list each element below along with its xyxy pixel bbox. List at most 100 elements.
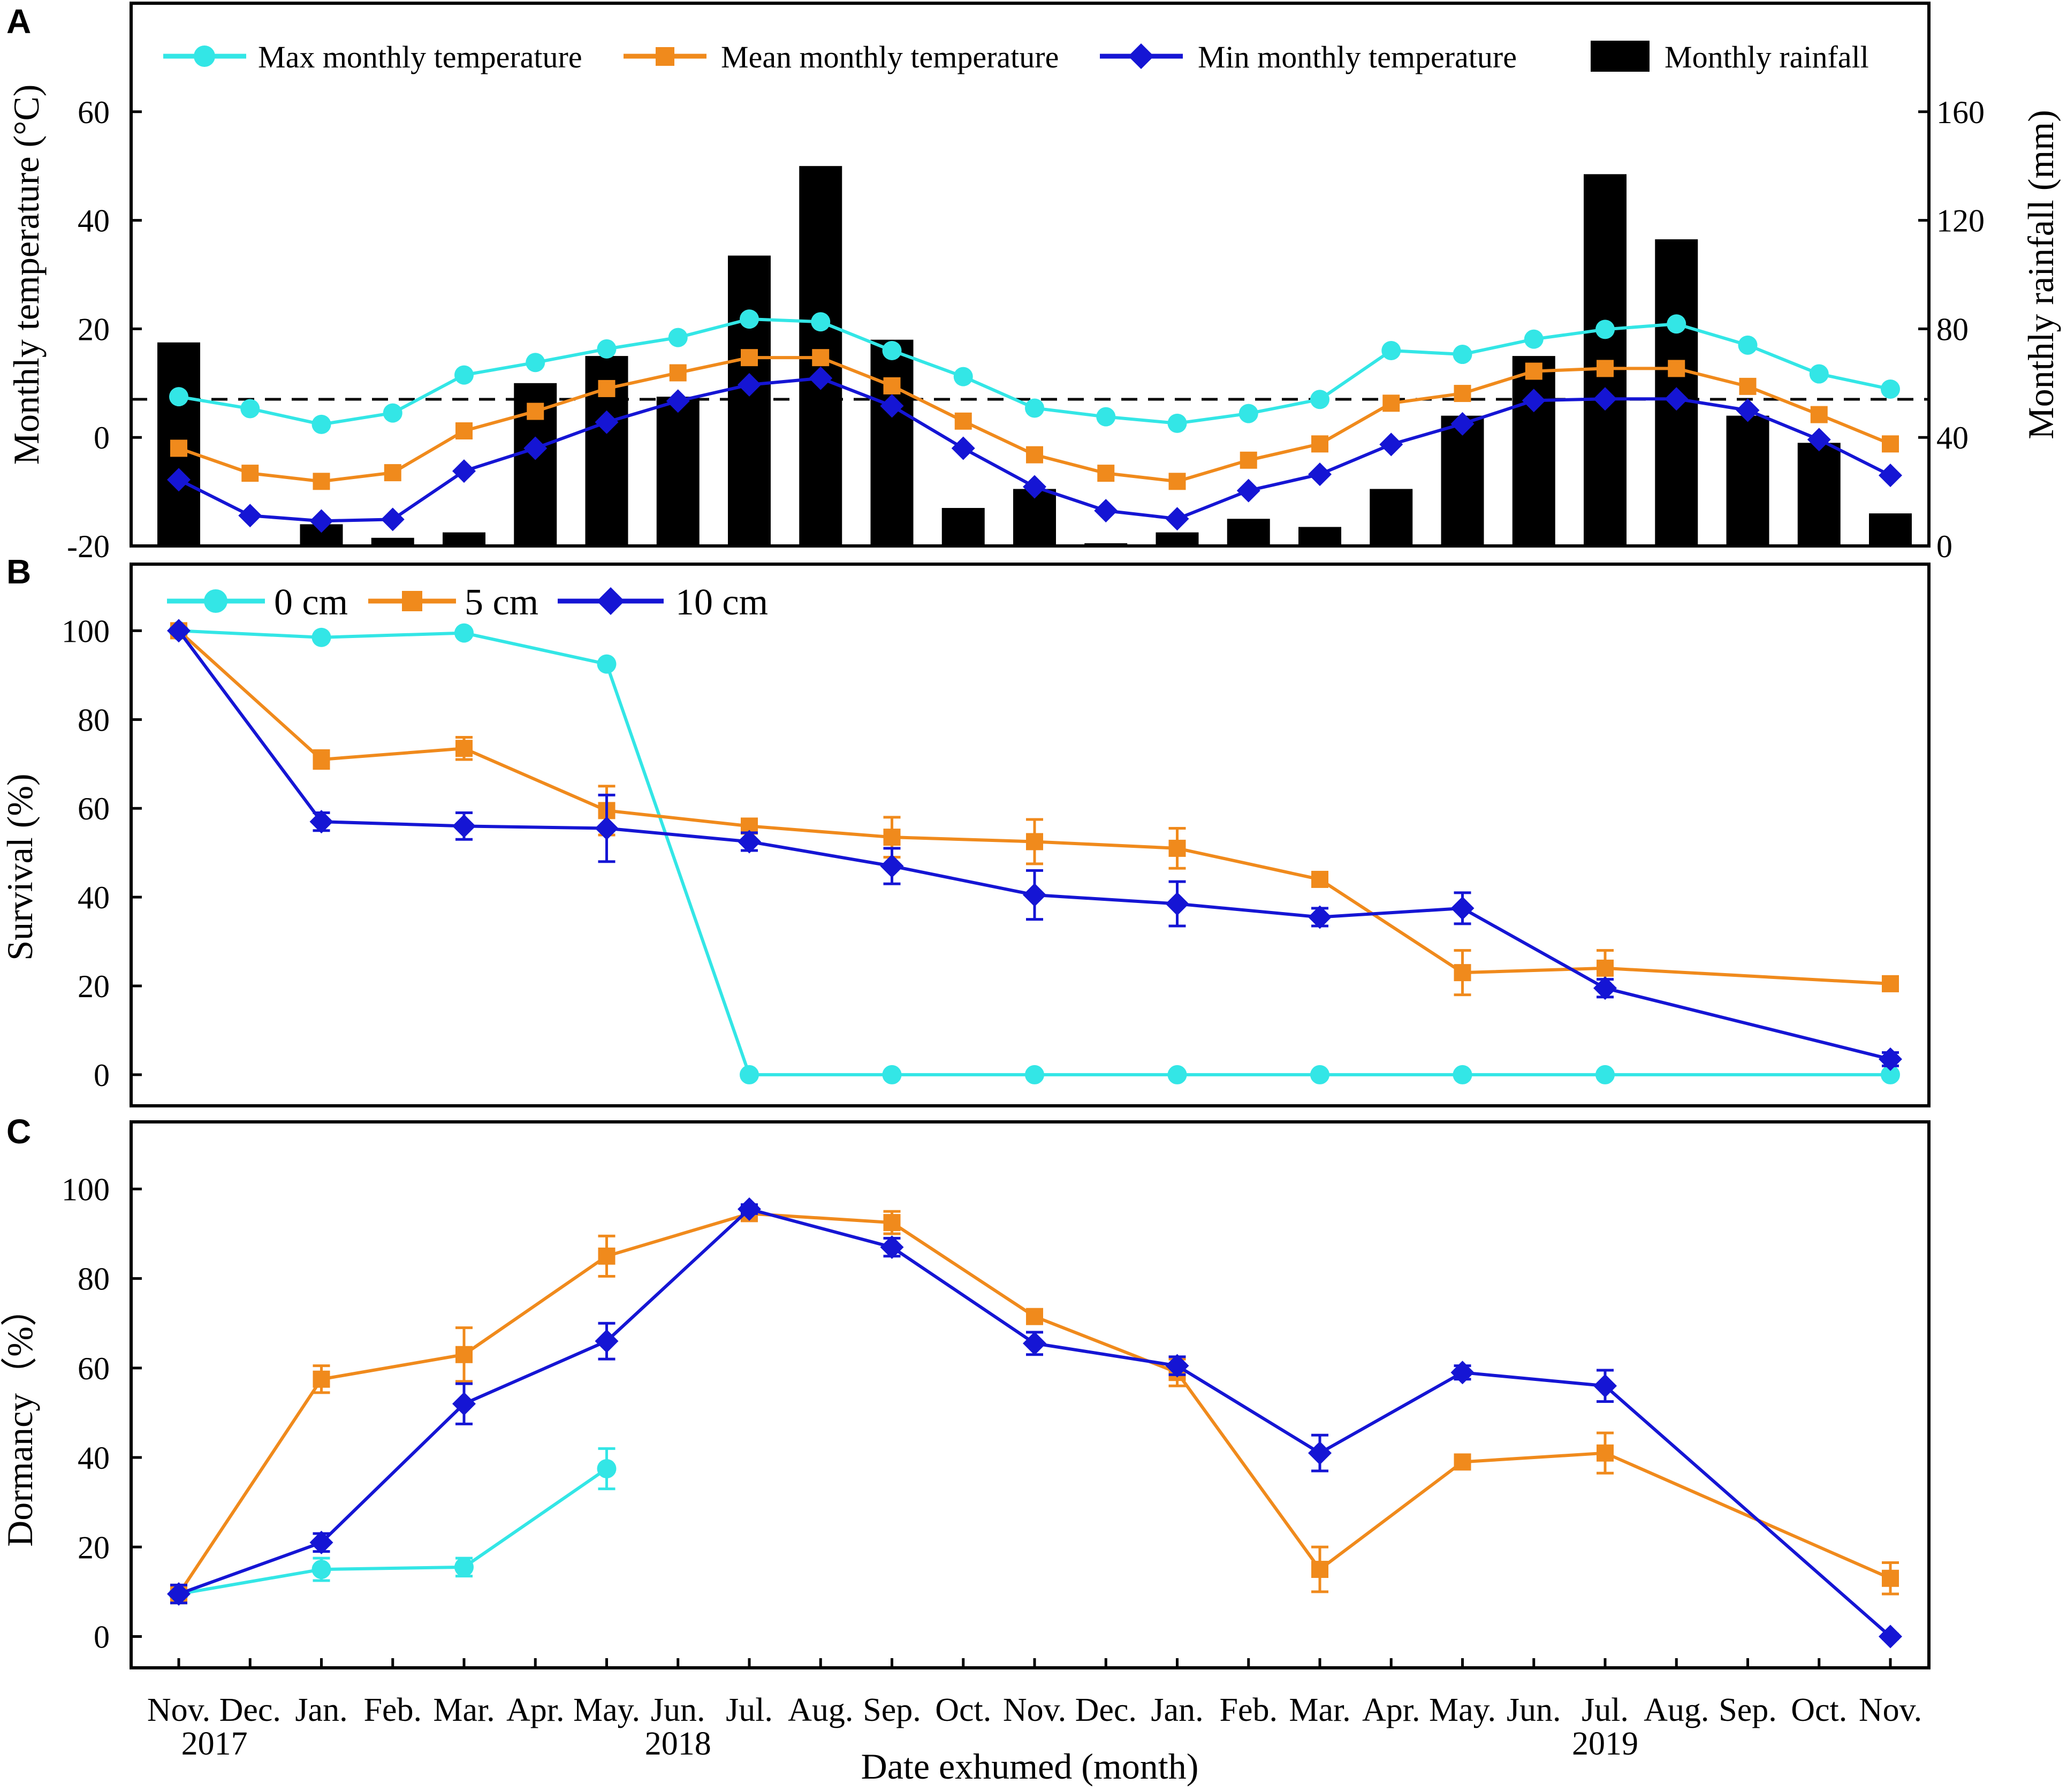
x-axis-month-labels: Nov. Dec. Jan. Feb. Mar. Apr. May. Jun. Jul. Aug.… — [147, 1658, 1922, 1728]
mean-temp-marker — [313, 473, 330, 490]
max-temp-marker — [311, 414, 331, 434]
min-temp-marker — [595, 410, 619, 434]
mean-temp-marker — [1240, 451, 1257, 469]
legend-mean-temp-marker — [656, 47, 674, 66]
survival-0cm-marker — [1453, 1065, 1472, 1084]
survival-10cm-marker — [1593, 976, 1617, 1000]
survival-y-tick-label: 40 — [78, 880, 110, 915]
legend-item-rainfall: Monthly rainfall — [1591, 40, 1869, 74]
panel-b-letter: B — [6, 552, 31, 591]
legend-10cm-label: 10 cm — [675, 582, 768, 623]
max-temp-marker — [1595, 320, 1615, 339]
min-temp-marker — [1807, 428, 1831, 452]
x-axis-title: Date exhumed (month) — [861, 1746, 1199, 1787]
legend-0cm-label: 0 cm — [274, 582, 348, 623]
min-temp-marker — [1308, 462, 1332, 487]
legend-rainfall-label: Monthly rainfall — [1665, 40, 1869, 74]
max-temp-marker — [1025, 398, 1044, 418]
left-y-tick-label: 20 — [78, 312, 110, 347]
survival-10cm-marker — [880, 854, 904, 878]
rainfall-bar — [1869, 513, 1912, 546]
x-month-label: Apr. — [1362, 1692, 1420, 1728]
dormancy-10cm-marker — [738, 1197, 761, 1221]
max-temp-marker — [1310, 390, 1329, 409]
survival-5cm-marker — [1597, 959, 1614, 977]
survival-0cm-marker — [1595, 1065, 1615, 1084]
mean-temp-marker — [1454, 385, 1471, 403]
mean-temp-marker — [241, 465, 259, 482]
min-temp-marker — [1236, 479, 1260, 503]
max-temp-marker — [526, 353, 545, 373]
right-y-tick-label: 40 — [1936, 420, 1969, 455]
dormancy-y-tick-label: 0 — [94, 1619, 110, 1654]
survival-5cm-marker — [1882, 975, 1899, 992]
rainfall-bar — [1726, 415, 1769, 546]
right-y-tick-label: 160 — [1936, 95, 1985, 130]
legend-mean-temp-label: Mean monthly temperature — [721, 40, 1059, 74]
survival-5cm-marker — [1454, 964, 1471, 982]
min-temp-marker — [309, 509, 333, 533]
max-temp-marker — [1096, 407, 1116, 427]
max-temp-marker — [383, 403, 402, 423]
legend-item-10cm: 10 cm — [558, 582, 768, 623]
rainfall-bar — [1370, 489, 1413, 546]
min-temp-marker — [1665, 387, 1689, 411]
survival-0cm-marker — [882, 1065, 902, 1084]
min-temp-marker — [1522, 389, 1546, 413]
rainfall-bar — [870, 339, 914, 546]
x-month-label: Dec. — [219, 1692, 281, 1728]
survival-10cm-marker — [1450, 896, 1475, 920]
rainfall-bars — [157, 166, 1912, 546]
dormancy-10cm-marker — [309, 1530, 333, 1554]
x-month-label: Aug. — [788, 1692, 853, 1728]
survival-10cm-marker — [1879, 1047, 1902, 1071]
x-month-label: Jun. — [1507, 1692, 1561, 1728]
max-temp-marker — [454, 365, 474, 385]
x-month-label: Dec. — [1075, 1692, 1137, 1728]
mean-temp-marker — [455, 422, 473, 440]
survival-10cm-marker — [1308, 905, 1332, 929]
dormancy-y-tick-label: 40 — [78, 1440, 110, 1476]
x-month-label: Jul. — [1582, 1692, 1629, 1728]
min-temp-marker — [238, 504, 262, 528]
legend-10cm-marker — [597, 587, 625, 615]
x-year-label: 2019 — [1572, 1726, 1638, 1762]
survival-5cm-marker — [313, 750, 330, 768]
x-year-label: 2017 — [181, 1726, 248, 1762]
legend-item-5cm: 5 cm — [368, 582, 538, 623]
dormancy-10cm-marker — [1308, 1441, 1332, 1465]
survival-5cm-marker — [1026, 833, 1043, 851]
left-y-tick-label: 40 — [78, 203, 110, 239]
max-temp-marker — [811, 312, 831, 332]
legend-max-temp-marker — [194, 45, 215, 67]
survival-y-tick-label: 0 — [94, 1058, 110, 1093]
x-month-label: Feb. — [364, 1692, 422, 1728]
min-temp-marker — [880, 394, 904, 418]
panel-a-left-axis-title: Monthly temperature (°C) — [6, 85, 47, 465]
max-temp-marker — [1524, 329, 1544, 349]
left-y-tick-label: 60 — [78, 95, 110, 130]
panel-b-legend: 0 cm 5 cm 10 cm — [167, 582, 768, 623]
max-temp-marker — [1667, 314, 1686, 334]
survival-10cm-marker — [595, 816, 619, 840]
mean-temp-marker — [1168, 473, 1186, 490]
min-temp-marker — [666, 389, 690, 413]
mean-temp-marker — [1882, 435, 1899, 453]
x-month-label: Oct. — [935, 1692, 991, 1728]
x-month-label: Nov. — [1003, 1692, 1066, 1728]
legend-min-temp-label: Min monthly temperature — [1198, 40, 1517, 74]
panel-a-right-axis-title: Monthly rainfall (mm) — [2020, 110, 2061, 439]
rainfall-bar — [1298, 527, 1341, 546]
survival-0cm-marker — [454, 623, 474, 643]
legend-0cm-marker — [204, 589, 227, 613]
mean-temp-marker — [1382, 394, 1400, 412]
legend-item-max-temp: Max monthly temperature — [163, 40, 582, 74]
dormancy-5cm-marker — [455, 1346, 473, 1363]
dormancy-5cm-marker — [1882, 1569, 1899, 1587]
dormancy-5cm-marker — [1454, 1453, 1471, 1471]
survival-10cm-marker — [1023, 883, 1046, 907]
x-month-label: Apr. — [506, 1692, 565, 1728]
dormancy-10cm-marker — [452, 1392, 476, 1416]
mean-temp-marker — [669, 364, 687, 382]
dormancy-0cm-marker — [597, 1459, 617, 1478]
